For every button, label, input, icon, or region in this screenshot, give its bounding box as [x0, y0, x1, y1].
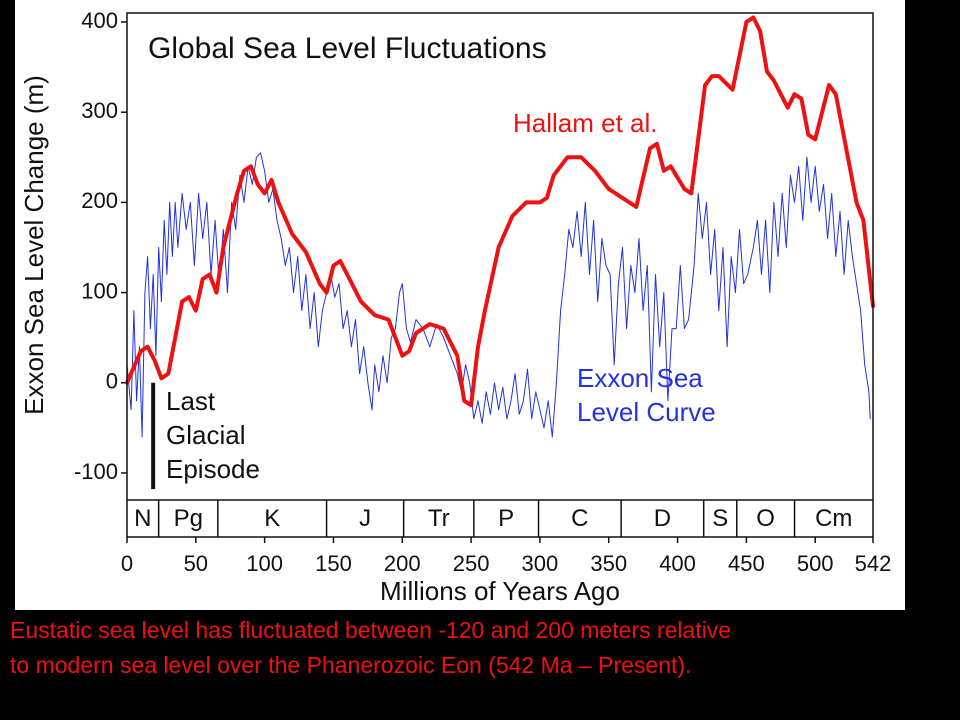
x-tick-label: 300	[522, 551, 559, 576]
caption: Eustatic sea level has fluctuated betwee…	[10, 617, 731, 643]
x-tick-label: 500	[797, 551, 834, 576]
period-label: S	[712, 505, 728, 532]
y-tick-label: 0	[106, 369, 118, 394]
y-axis-label: Exxon Sea Level Change (m)	[19, 75, 49, 415]
period-label: Cm	[815, 505, 852, 532]
period-label: C	[571, 505, 588, 532]
y-tick-label: -100	[74, 459, 118, 484]
x-tick-label: 250	[453, 551, 490, 576]
plot-frame	[126, 12, 874, 538]
series-line	[126, 152, 871, 438]
period-label: J	[359, 505, 371, 532]
x-tick-label: 100	[246, 551, 283, 576]
period-label: D	[654, 505, 671, 532]
y-tick-label: 100	[81, 278, 118, 303]
chart-panel	[15, 0, 905, 610]
x-tick-label: 350	[590, 551, 627, 576]
x-tick-label: 0	[121, 551, 133, 576]
x-tick-label: 400	[659, 551, 696, 576]
x-tick-label: 542	[855, 551, 892, 576]
glacial-label: Glacial	[166, 420, 245, 450]
x-axis-label: Millions of Years Ago	[380, 576, 620, 606]
x-tick-label: 450	[728, 551, 765, 576]
x-tick-label: 150	[315, 551, 352, 576]
period-label: O	[756, 505, 775, 532]
period-label: P	[498, 505, 514, 532]
exxon-label: Level Curve	[577, 397, 716, 427]
y-tick-label: 200	[81, 188, 118, 213]
period-label: K	[264, 505, 280, 532]
period-label: N	[134, 505, 151, 532]
hallam-label: Hallam et al.	[513, 108, 658, 138]
period-label: Pg	[174, 505, 203, 532]
y-tick-label: 300	[81, 98, 118, 123]
chart-title: Global Sea Level Fluctuations	[148, 32, 547, 65]
x-tick-label: 50	[184, 551, 208, 576]
caption: to modern sea level over the Phanerozoic…	[10, 652, 691, 678]
y-tick-label: 400	[81, 8, 118, 33]
exxon-label: Exxon Sea	[577, 363, 703, 393]
glacial-label: Last	[166, 386, 216, 416]
glacial-label: Episode	[166, 454, 260, 484]
series-line	[125, 15, 875, 408]
x-tick-label: 200	[384, 551, 421, 576]
period-label: Tr	[428, 505, 450, 532]
